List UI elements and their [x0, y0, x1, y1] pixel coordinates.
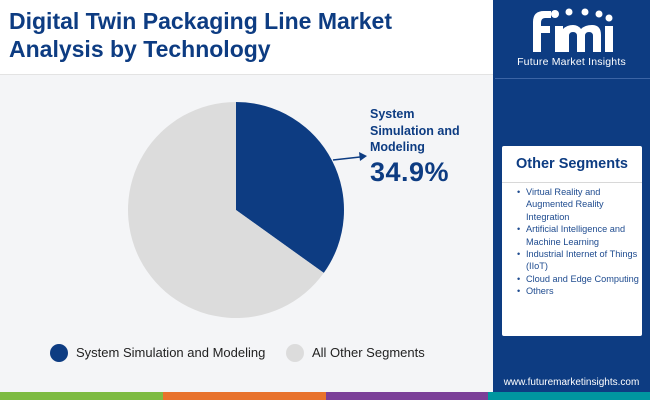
callout-arrow — [332, 152, 367, 161]
footer-bar-teal — [488, 392, 650, 400]
flask-icon — [595, 10, 603, 18]
other-segments-divider — [502, 182, 642, 183]
website-link[interactable]: www.futuremarketinsights.com — [503, 377, 640, 388]
car-icon — [581, 8, 589, 16]
other-segments-title: Other Segments — [516, 156, 628, 172]
header: Digital Twin Packaging Line Market Analy… — [0, 0, 493, 80]
footer-bar-orange — [163, 392, 326, 400]
page-title: Digital Twin Packaging Line Market Analy… — [9, 8, 392, 62]
sidebar: Future Market Insights Other Segments Vi… — [493, 0, 650, 392]
other-segments-card: Other Segments Virtual Reality and Augme… — [502, 146, 642, 336]
person-icon — [605, 14, 613, 22]
legend-swatch-system-simulation — [50, 344, 68, 362]
globe-icon — [551, 10, 559, 18]
list-item: Cloud and Edge Computing — [517, 273, 639, 286]
brand-name: Future Market Insights — [517, 56, 626, 68]
list-item: Others — [517, 285, 639, 298]
other-segments-list: Virtual Reality and Augmented Reality In… — [517, 186, 639, 298]
footer-bar-green — [0, 392, 163, 400]
leaf-icon — [565, 8, 573, 16]
pie-slice-all-other-segments — [127, 102, 324, 318]
callout-value: 34.9% — [370, 157, 450, 187]
legend-label-all-other: All Other Segments — [312, 345, 425, 360]
list-item: Artificial Intelligence and Machine Lear… — [517, 223, 639, 248]
pie-slice-system-simulation-and-modeling — [236, 102, 344, 273]
callout-label: System Simulation and Modeling — [370, 107, 460, 154]
legend-label-system-simulation: System Simulation and Modeling — [76, 345, 266, 360]
footer-bar-purple — [326, 392, 488, 400]
pie-chart — [127, 102, 367, 318]
header-divider — [0, 74, 493, 75]
fmi-logo: Future Market Insights — [493, 0, 650, 78]
sidebar-divider — [495, 78, 650, 79]
fmi-logo-mark — [533, 8, 613, 52]
list-item: Industrial Internet of Things (IIoT) — [517, 248, 639, 273]
legend-swatch-all-other — [286, 344, 304, 362]
list-item: Virtual Reality and Augmented Reality In… — [517, 186, 639, 223]
